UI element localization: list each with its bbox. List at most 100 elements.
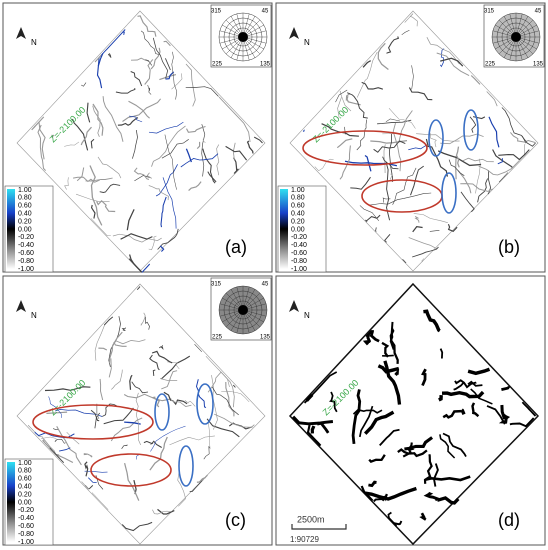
fault xyxy=(94,412,101,429)
fault xyxy=(368,480,377,488)
fault xyxy=(169,435,215,446)
north-arrow xyxy=(289,27,299,39)
fault xyxy=(413,213,448,223)
fault xyxy=(310,425,316,434)
fault xyxy=(101,403,117,417)
fault xyxy=(163,391,188,406)
rose-label: 135 xyxy=(260,62,271,68)
fault xyxy=(421,368,427,387)
fault xyxy=(437,150,482,167)
fault xyxy=(423,491,442,502)
north-label: N xyxy=(304,38,310,47)
fault xyxy=(71,118,89,151)
rose-label: 225 xyxy=(212,335,223,341)
fault xyxy=(59,447,71,452)
fault xyxy=(383,360,402,405)
fault xyxy=(487,170,492,195)
fault xyxy=(129,374,133,390)
colorbar xyxy=(7,462,15,542)
fault xyxy=(392,167,417,205)
fault xyxy=(185,125,206,133)
fault xyxy=(126,209,135,231)
fault xyxy=(64,141,80,147)
colorbar-label: 1.00 xyxy=(18,460,32,467)
fault xyxy=(347,92,368,119)
fault xyxy=(130,71,143,87)
fault xyxy=(96,53,104,89)
fault xyxy=(385,118,400,123)
rose-label: 45 xyxy=(535,9,542,15)
fault xyxy=(233,157,239,174)
colorbar-label: -0.40 xyxy=(291,242,307,249)
colorbar-label: 0.20 xyxy=(18,491,32,498)
rose-label: 135 xyxy=(260,335,271,341)
fault xyxy=(201,124,206,177)
fault xyxy=(510,132,536,144)
fault xyxy=(221,391,250,403)
fault xyxy=(436,496,460,505)
fault xyxy=(455,146,460,168)
fault xyxy=(97,156,122,179)
fault xyxy=(314,158,334,172)
scale-length: 2500m xyxy=(297,514,325,524)
fault xyxy=(90,204,96,219)
panel-frame xyxy=(275,275,546,546)
fault xyxy=(151,125,186,167)
fault xyxy=(148,235,157,251)
fault xyxy=(337,97,342,118)
fault xyxy=(305,393,314,402)
colorbar-label: -0.60 xyxy=(18,523,34,530)
fault xyxy=(184,400,196,407)
fault xyxy=(102,96,124,142)
fault xyxy=(88,477,97,483)
fault xyxy=(145,316,150,330)
colorbar-label: 0.60 xyxy=(18,203,32,210)
fault xyxy=(225,381,235,417)
colorbar-label: -0.60 xyxy=(18,250,34,257)
fault xyxy=(152,509,172,515)
fault xyxy=(383,144,386,174)
fault xyxy=(163,40,171,47)
panel: NZ=-2100.00(d) xyxy=(275,275,546,546)
fault xyxy=(436,52,470,77)
fault xyxy=(211,386,239,416)
fault xyxy=(509,417,535,428)
fault xyxy=(41,436,57,440)
fault xyxy=(394,368,400,377)
fault xyxy=(498,149,530,161)
fault xyxy=(157,508,175,515)
fault xyxy=(99,183,121,193)
fault xyxy=(83,453,93,458)
blue-ellipse xyxy=(196,383,214,425)
colorbar-label: -0.20 xyxy=(18,507,34,514)
fault xyxy=(364,154,372,172)
fault xyxy=(467,367,491,376)
fault xyxy=(207,171,217,183)
fault xyxy=(412,226,423,233)
fault xyxy=(94,324,106,361)
fault xyxy=(253,136,263,144)
fault xyxy=(84,470,108,473)
survey-outline xyxy=(288,282,540,546)
fault xyxy=(205,355,230,387)
fault xyxy=(137,15,157,37)
fault xyxy=(133,167,150,180)
fault xyxy=(52,428,59,431)
fault xyxy=(180,153,219,168)
fault xyxy=(140,312,146,327)
fault xyxy=(377,42,389,70)
fault xyxy=(196,474,208,483)
colorbar xyxy=(280,189,288,269)
fault xyxy=(129,115,143,123)
fault xyxy=(49,447,65,464)
colorbar-label: -1.00 xyxy=(18,266,34,273)
red-ellipse xyxy=(90,453,172,487)
fault xyxy=(134,175,151,182)
fault xyxy=(488,116,500,148)
fault xyxy=(225,145,248,161)
fault xyxy=(147,84,152,95)
fault xyxy=(151,350,173,364)
scale-ratio: 1:90729 xyxy=(290,535,319,544)
fault xyxy=(94,54,103,63)
